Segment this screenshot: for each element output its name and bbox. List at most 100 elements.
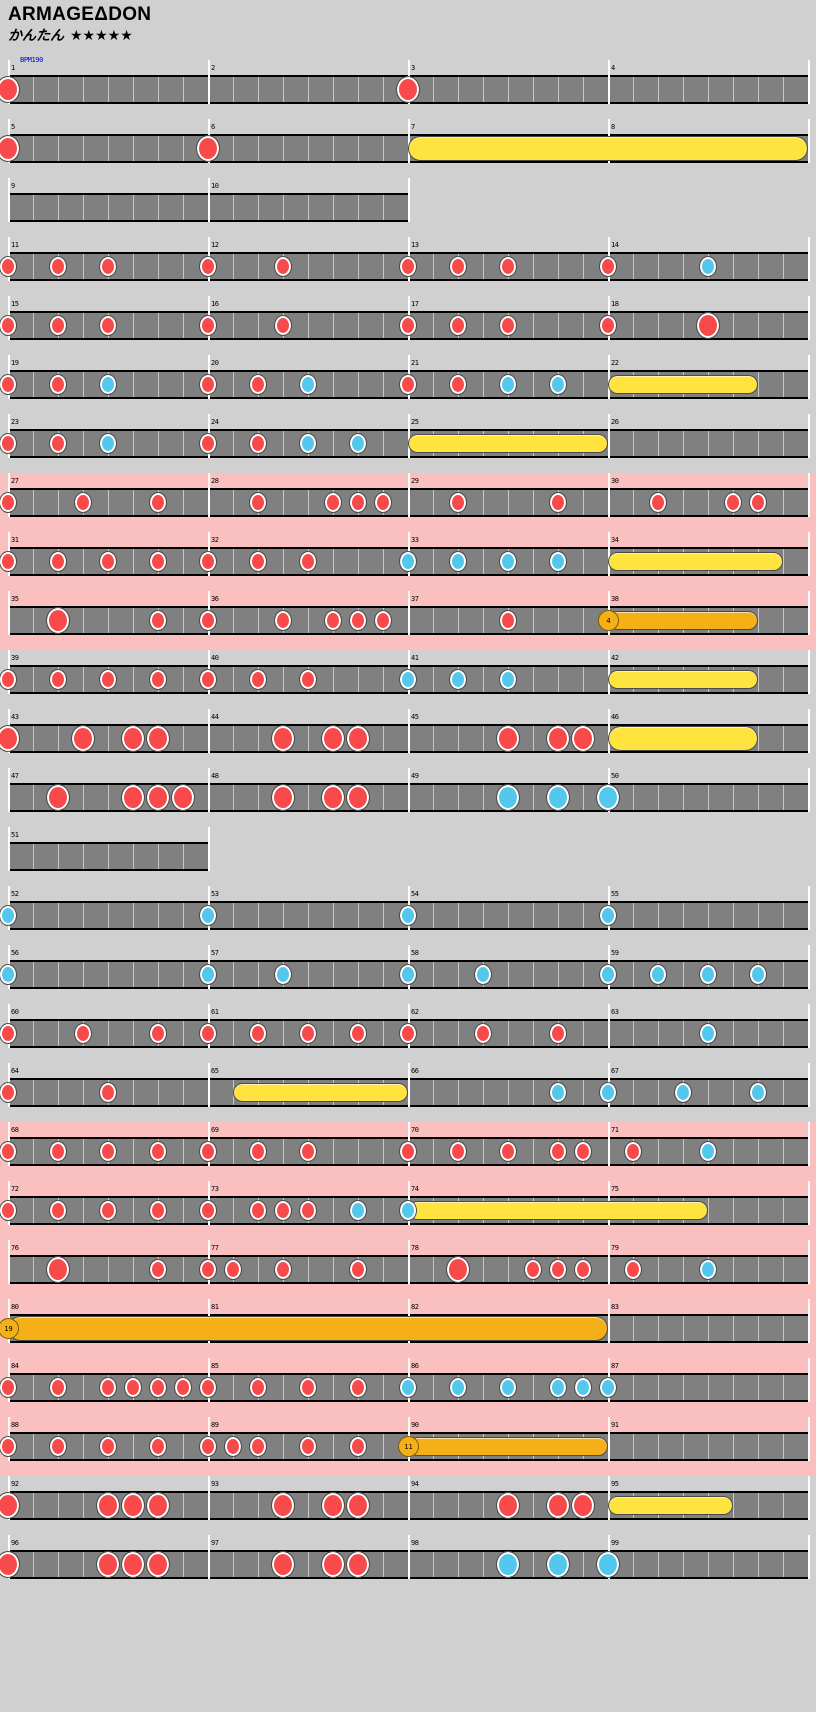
drumroll	[408, 1201, 708, 1220]
beat-line	[133, 77, 134, 102]
measure-number: 41	[411, 654, 419, 662]
don-note	[374, 492, 392, 513]
beat-line	[283, 431, 284, 456]
beat-line	[533, 903, 534, 928]
beat-line	[433, 490, 434, 515]
measure-number: 36	[211, 595, 219, 603]
chart-row: 15 16 17 18	[0, 296, 816, 355]
beat-line	[33, 195, 34, 220]
beat-line	[83, 903, 84, 928]
beat-line	[33, 608, 34, 633]
beat-line	[183, 726, 184, 751]
beat-line	[233, 431, 234, 456]
measure-barline	[208, 709, 210, 753]
measure-barline-end	[808, 945, 810, 989]
don-note	[199, 256, 217, 277]
beat-line	[558, 903, 559, 928]
beat-line	[658, 431, 659, 456]
beat-line	[158, 1080, 159, 1105]
beat-line	[658, 77, 659, 102]
measure-barline	[208, 178, 210, 222]
don-note	[49, 256, 67, 277]
measure-number: 76	[11, 1244, 19, 1252]
don-note	[624, 1141, 642, 1162]
beat-line	[358, 77, 359, 102]
beat-line	[458, 608, 459, 633]
beat-line	[233, 1139, 234, 1164]
beat-line	[183, 1434, 184, 1459]
big-don-note	[321, 1551, 345, 1578]
beat-line	[558, 313, 559, 338]
beat-line	[733, 785, 734, 810]
chart-row: 92 93 94 95	[0, 1476, 816, 1535]
beat-line	[283, 1021, 284, 1046]
ka-note	[349, 433, 367, 454]
beat-line	[58, 77, 59, 102]
measure-number: 92	[11, 1480, 19, 1488]
ka-note	[699, 1023, 717, 1044]
beat-line	[708, 1080, 709, 1105]
don-note	[149, 1259, 167, 1280]
ka-note	[549, 1082, 567, 1103]
beat-line	[733, 1493, 734, 1518]
beat-line	[33, 77, 34, 102]
beat-line	[233, 962, 234, 987]
beat-line	[433, 1375, 434, 1400]
beat-line	[83, 254, 84, 279]
don-note	[0, 1082, 17, 1103]
beat-line	[183, 195, 184, 220]
beat-line	[383, 549, 384, 574]
don-note	[299, 1377, 317, 1398]
beat-line	[683, 962, 684, 987]
beat-line	[333, 1257, 334, 1282]
don-note	[724, 492, 742, 513]
beat-line	[733, 962, 734, 987]
beat-line	[733, 254, 734, 279]
beat-line	[183, 490, 184, 515]
beat-line	[683, 1021, 684, 1046]
beat-line	[483, 1493, 484, 1518]
beat-line	[658, 903, 659, 928]
measure-number: 89	[211, 1421, 219, 1429]
beat-line	[583, 1552, 584, 1577]
beat-line	[483, 1139, 484, 1164]
beat-line	[483, 903, 484, 928]
beat-line	[758, 1493, 759, 1518]
beat-line	[383, 313, 384, 338]
measure-number: 21	[411, 359, 419, 367]
beat-line	[383, 1434, 384, 1459]
measure-barline	[408, 709, 410, 753]
beat-line	[383, 77, 384, 102]
ka-note	[499, 374, 517, 395]
beat-line	[533, 490, 534, 515]
beat-line	[258, 195, 259, 220]
beat-line	[183, 844, 184, 869]
beat-line	[58, 1552, 59, 1577]
ka-note	[749, 964, 767, 985]
measure-number: 56	[11, 949, 19, 957]
beat-line	[583, 372, 584, 397]
beat-line	[108, 785, 109, 810]
big-don-note	[571, 1492, 595, 1519]
measure-number: 72	[11, 1185, 19, 1193]
don-note	[249, 551, 267, 572]
beat-line	[633, 1080, 634, 1105]
don-note	[99, 551, 117, 572]
chart-row: 64 65 66 67	[0, 1063, 816, 1122]
measure-number: 6	[211, 123, 215, 131]
measure-number: 63	[611, 1008, 619, 1016]
beat-line	[533, 1493, 534, 1518]
beat-line	[433, 608, 434, 633]
measure-barline	[408, 1535, 410, 1579]
beat-line	[658, 254, 659, 279]
measure-number: 81	[211, 1303, 219, 1311]
beat-line	[233, 726, 234, 751]
beat-line	[183, 903, 184, 928]
measure-number: 85	[211, 1362, 219, 1370]
big-don-note	[346, 784, 370, 811]
beat-line	[533, 254, 534, 279]
big-don-note	[71, 725, 95, 752]
beat-line	[358, 1139, 359, 1164]
beat-line	[358, 313, 359, 338]
beat-line	[33, 431, 34, 456]
